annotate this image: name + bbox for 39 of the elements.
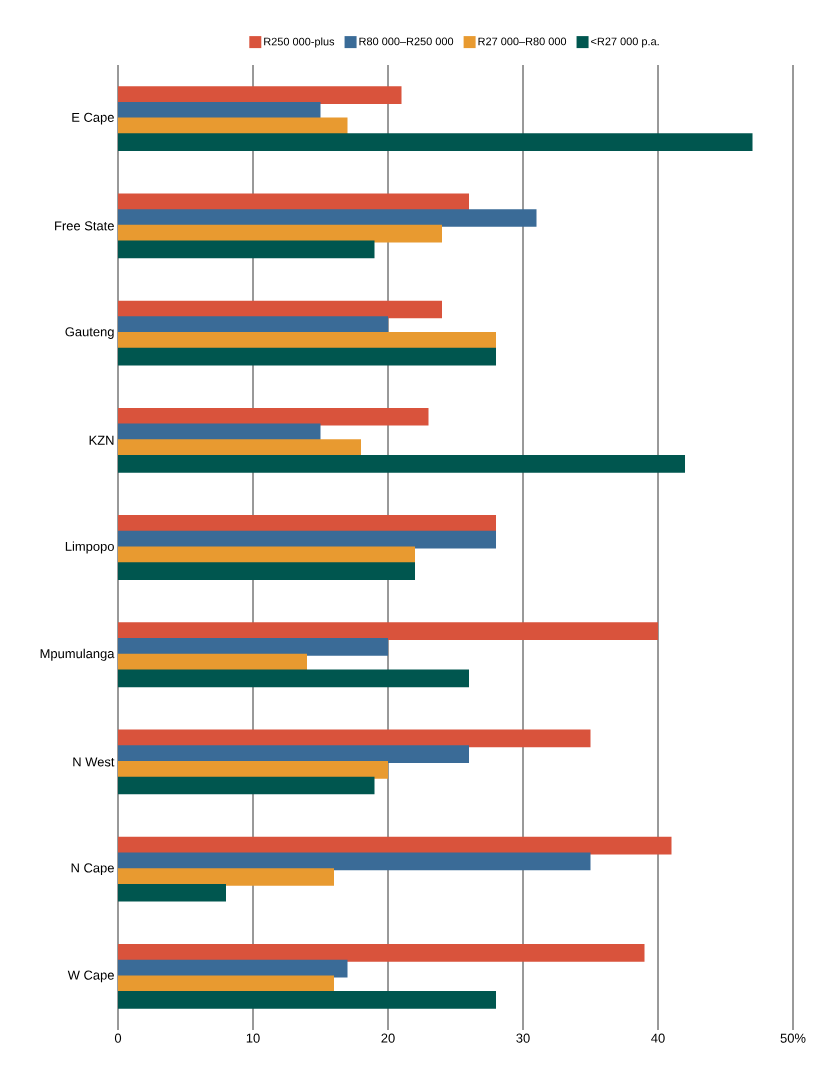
legend-label: <R27 000 p.a. <box>591 37 659 48</box>
y-tick-label: E Cape <box>72 112 114 125</box>
bar <box>118 133 753 152</box>
bar <box>118 209 537 227</box>
x-tick-label: 50% <box>780 1033 806 1043</box>
bar <box>118 530 496 549</box>
bar <box>118 622 658 641</box>
bar <box>118 638 388 656</box>
bar <box>118 852 591 871</box>
x-tick-label: 20 <box>381 1033 395 1043</box>
bar <box>118 86 402 104</box>
bar <box>118 883 226 902</box>
bar <box>118 240 375 259</box>
x-tick-label: 30 <box>516 1033 530 1043</box>
bar <box>118 776 375 795</box>
y-tick-label: W Cape <box>67 970 114 983</box>
bar <box>118 669 469 688</box>
legend-label: R250 000-plus <box>264 37 335 48</box>
y-tick-label: Free State <box>55 221 114 231</box>
y-tick-label: Gauteng <box>65 327 114 339</box>
bar <box>118 407 429 426</box>
bar <box>118 454 686 473</box>
bar <box>118 868 334 886</box>
y-tick-label: N West <box>73 757 115 767</box>
bar <box>118 944 645 962</box>
legend-label: R27 000–R80 000 <box>478 37 567 46</box>
y-tick-label: Mpumulanga <box>40 648 115 661</box>
bar <box>118 991 496 1009</box>
bar <box>118 224 442 243</box>
x-tick-label: 40 <box>651 1033 665 1043</box>
bar <box>118 347 496 366</box>
y-tick-label: KZN <box>89 435 114 445</box>
bar <box>118 562 415 580</box>
x-tick-label: 10 <box>246 1033 260 1043</box>
bar <box>118 745 469 763</box>
legend-label: R80 000–R250 000 <box>359 37 454 46</box>
y-tick-label: Limpopo <box>65 541 114 554</box>
x-tick-label: 0 <box>114 1033 122 1043</box>
y-tick-label: N Cape <box>71 863 114 876</box>
